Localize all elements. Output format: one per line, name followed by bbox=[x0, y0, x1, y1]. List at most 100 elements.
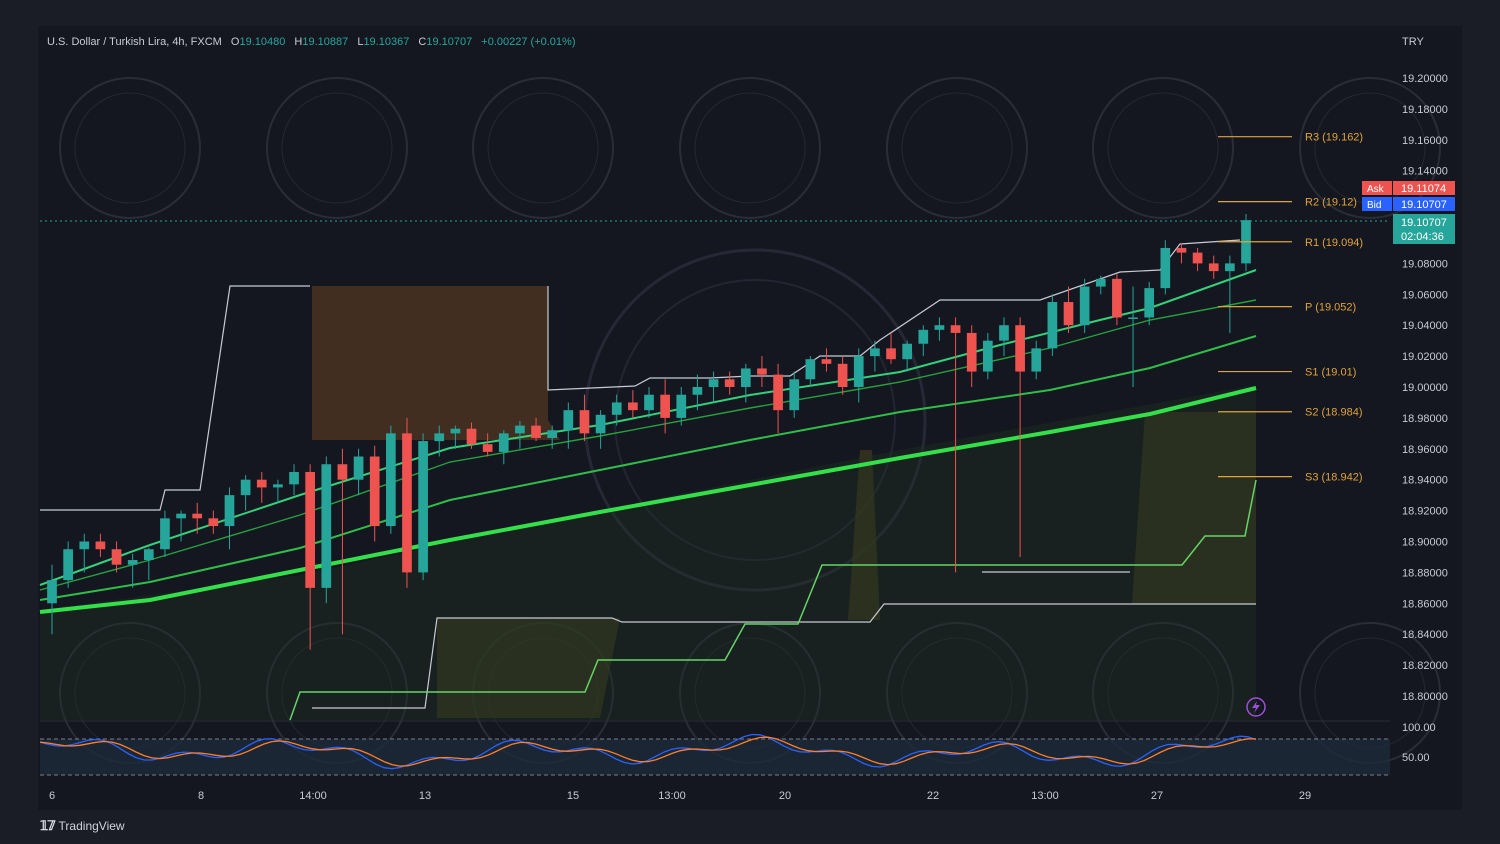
bid-tag bbox=[1362, 197, 1392, 211]
time-tick: 13:00 bbox=[658, 790, 686, 802]
time-tick: 13 bbox=[419, 790, 431, 802]
pivot-label: R2 (19.12) bbox=[1305, 197, 1357, 209]
open-value: 19.10480 bbox=[239, 36, 285, 48]
watermark-seal bbox=[266, 77, 408, 219]
close-label: C bbox=[418, 36, 426, 48]
candle-body bbox=[531, 425, 541, 438]
trailing-stop-line bbox=[289, 479, 1257, 721]
watermark-seal bbox=[487, 92, 599, 204]
candle-body bbox=[1031, 348, 1042, 372]
candle-body bbox=[385, 433, 396, 527]
candle-body bbox=[95, 541, 106, 550]
brand-name: TradingView bbox=[58, 819, 125, 833]
trend-fill bbox=[40, 385, 1256, 720]
time-tick: 15 bbox=[567, 790, 579, 802]
candle-body bbox=[1095, 278, 1106, 287]
candle-body bbox=[902, 343, 913, 360]
tradingview-logo[interactable]: 𝟙𝟟 TradingView bbox=[40, 818, 125, 834]
candle-body bbox=[676, 394, 687, 418]
candle-body bbox=[111, 549, 122, 565]
pivot-label: R1 (19.094) bbox=[1305, 237, 1363, 249]
candle-body bbox=[434, 433, 445, 442]
stoch-band bbox=[40, 739, 1390, 775]
bid-label: Bid bbox=[1367, 200, 1381, 211]
time-tick: 22 bbox=[927, 790, 939, 802]
watermark-seal bbox=[679, 77, 821, 219]
low-value: 19.10367 bbox=[363, 36, 409, 48]
watermark-seal bbox=[901, 92, 1013, 204]
watermark-seal bbox=[1299, 77, 1441, 219]
lightning-icon[interactable] bbox=[1246, 697, 1266, 717]
time-tick: 13:00 bbox=[1031, 790, 1059, 802]
time-tick: 6 bbox=[49, 790, 55, 802]
price-axis[interactable]: 19.2000019.1800019.1600019.1400019.12000… bbox=[1402, 73, 1448, 703]
ask-value: 19.11074 bbox=[1401, 183, 1446, 195]
candle-body bbox=[789, 379, 800, 411]
low-label: L bbox=[357, 36, 363, 48]
candle-body bbox=[595, 414, 606, 434]
candle-body bbox=[644, 394, 654, 411]
candle-body bbox=[724, 379, 735, 387]
candle-body bbox=[999, 325, 1009, 341]
price-tick: 19.08000 bbox=[1402, 258, 1448, 270]
candle-body bbox=[273, 484, 283, 488]
candle-body bbox=[1160, 247, 1171, 289]
stochastic-panel[interactable]: 100.00 50.00 bbox=[39, 720, 1436, 776]
price-tick: 18.92000 bbox=[1402, 506, 1448, 518]
candle-body bbox=[853, 356, 864, 387]
candle-body bbox=[321, 464, 332, 588]
upper-step-line bbox=[547, 239, 1241, 391]
indicator-steps bbox=[40, 239, 1257, 721]
demand-zone bbox=[848, 450, 880, 620]
candle-body bbox=[1176, 247, 1187, 253]
demand-zone bbox=[1132, 412, 1256, 604]
ma-long bbox=[39, 386, 1257, 614]
candle-body bbox=[256, 479, 267, 488]
legend[interactable]: U.S. Dollar / Turkish Lira, 4h, FXCM O19… bbox=[47, 36, 575, 48]
price-tick: 18.98000 bbox=[1402, 413, 1448, 425]
pivot-label: R3 (19.162) bbox=[1305, 132, 1363, 144]
time-axis[interactable]: 6 8 14:00 13 15 13:00 20 22 13:00 27 29 bbox=[49, 790, 1311, 802]
watermark-seal bbox=[614, 279, 896, 561]
candle-body bbox=[692, 387, 703, 395]
symbol-title: U.S. Dollar / Turkish Lira, 4h, FXCM bbox=[47, 36, 222, 48]
candle-body bbox=[1144, 288, 1155, 318]
bid-value-tag bbox=[1393, 197, 1455, 211]
price-tick: 18.80000 bbox=[1402, 691, 1448, 703]
price-tick: 18.96000 bbox=[1402, 444, 1448, 456]
time-tick: 8 bbox=[198, 790, 204, 802]
candle-body bbox=[773, 374, 783, 411]
candle-body bbox=[240, 479, 251, 496]
stoch-d-line bbox=[39, 736, 1257, 767]
watermark-seal bbox=[59, 77, 201, 219]
candle-body bbox=[1063, 302, 1074, 326]
candle-body bbox=[547, 430, 558, 438]
price-tick: 19.20000 bbox=[1402, 73, 1448, 85]
price-tick: 19.06000 bbox=[1402, 289, 1448, 301]
time-tick: 27 bbox=[1151, 790, 1163, 802]
candle-body bbox=[1079, 286, 1090, 326]
candle-body bbox=[160, 518, 170, 550]
candle-body bbox=[708, 379, 719, 387]
indicator-fills bbox=[40, 286, 1256, 720]
candle-body bbox=[563, 410, 574, 431]
candle-body bbox=[515, 425, 525, 434]
candle-body bbox=[886, 348, 896, 360]
pivot-label: S1 (19.01) bbox=[1305, 367, 1356, 379]
candle-body bbox=[966, 332, 977, 372]
change-value: +0.00227 (+0.01%) bbox=[481, 36, 575, 48]
candle-body bbox=[192, 513, 203, 519]
candle-body bbox=[918, 329, 929, 344]
ask-label: Ask bbox=[1367, 184, 1385, 195]
last-price-value: 19.10707 bbox=[1401, 217, 1447, 229]
candle-body bbox=[1208, 263, 1219, 272]
ask-value-tag bbox=[1393, 181, 1455, 195]
price-tick: 19.16000 bbox=[1402, 135, 1448, 147]
currency-label: TRY bbox=[1402, 36, 1424, 48]
price-tick: 19.18000 bbox=[1402, 104, 1448, 116]
candle-body bbox=[1128, 317, 1138, 319]
watermark-seal bbox=[74, 92, 186, 204]
supply-zone bbox=[312, 286, 560, 440]
